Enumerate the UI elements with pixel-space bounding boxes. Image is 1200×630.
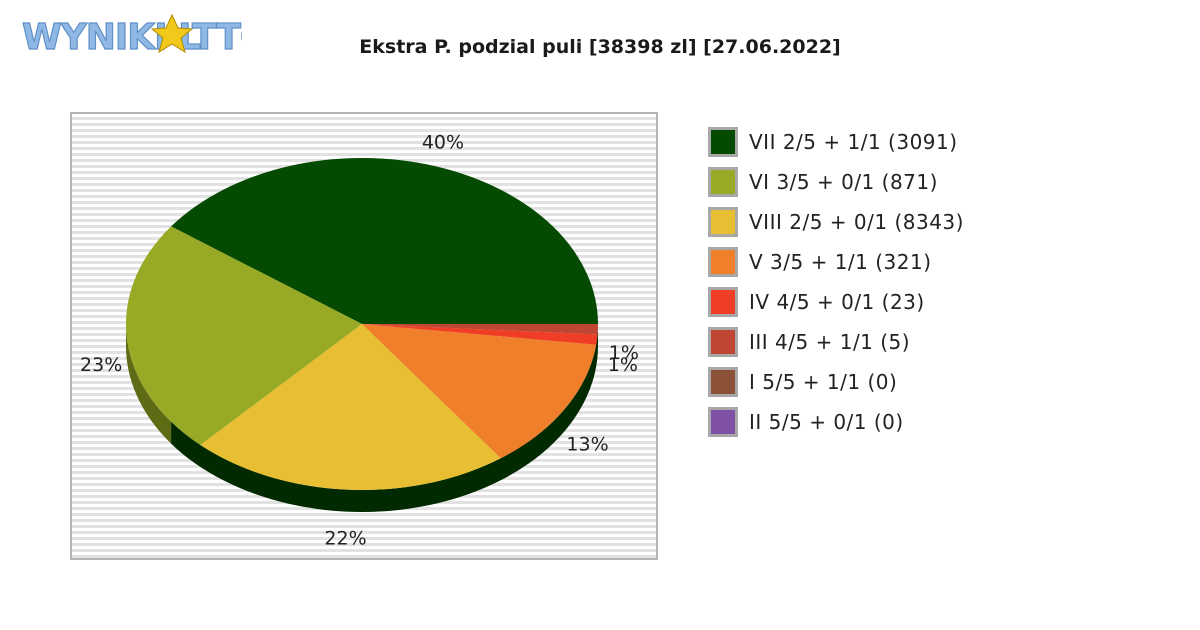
pie-slice — [125, 226, 362, 446]
legend-label: IV 4/5 + 0/1 (23) — [749, 290, 925, 314]
legend-swatch — [708, 127, 738, 157]
legend-label: V 3/5 + 1/1 (321) — [749, 250, 932, 274]
svg-text:TTO: TTO — [192, 17, 242, 58]
pie-percent-label: 23% — [80, 354, 122, 376]
pie-percent-label: 40% — [422, 131, 464, 153]
pie-depth — [126, 324, 598, 512]
pie-slices — [125, 157, 598, 490]
legend: VII 2/5 + 1/1 (3091) VI 3/5 + 0/1 (871) VI… — [708, 122, 964, 442]
legend-swatch — [708, 167, 738, 197]
legend-label: III 4/5 + 1/1 (5) — [749, 330, 911, 354]
pie-percent-label: 1% — [608, 354, 638, 376]
legend-label: I 5/5 + 1/1 (0) — [749, 370, 898, 394]
legend-item: III 4/5 + 1/1 (5) — [708, 322, 964, 362]
pie-percent-labels: 40% 23% 22% 13% 1%1% — [80, 131, 639, 549]
pie-percent-label: 1% — [609, 342, 639, 364]
legend-swatch — [708, 247, 738, 277]
star-icon — [150, 13, 194, 54]
legend-swatch — [708, 207, 738, 237]
legend-item: VII 2/5 + 1/1 (3091) — [708, 122, 964, 162]
wyniki-lotto-logo: WYNIKI L TTO — [22, 13, 242, 58]
legend-swatch — [708, 327, 738, 357]
legend-label: II 5/5 + 0/1 (0) — [749, 410, 904, 434]
pie-percent-label: 13% — [566, 434, 608, 456]
pie-slice-side — [126, 324, 172, 444]
legend-label: VIII 2/5 + 0/1 (8343) — [749, 210, 964, 234]
legend-item: I 5/5 + 1/1 (0) — [708, 362, 964, 402]
pie-slice — [200, 324, 501, 490]
pie-slice — [171, 157, 598, 324]
pie-slice-side — [171, 324, 598, 512]
pie-slice — [362, 324, 598, 345]
chart-title: Ekstra P. podzial puli [38398 zl] [27.06… — [359, 36, 841, 58]
legend-item: VIII 2/5 + 0/1 (8343) — [708, 202, 964, 242]
pie-percent-label: 22% — [324, 528, 366, 550]
legend-label: VII 2/5 + 1/1 (3091) — [749, 130, 958, 154]
legend-label: VI 3/5 + 0/1 (871) — [749, 170, 938, 194]
legend-item: IV 4/5 + 0/1 (23) — [708, 282, 964, 322]
legend-item: V 3/5 + 1/1 (321) — [708, 242, 964, 282]
legend-swatch — [708, 287, 738, 317]
legend-swatch — [708, 367, 738, 397]
legend-item: II 5/5 + 0/1 (0) — [708, 402, 964, 442]
legend-item: VI 3/5 + 0/1 (871) — [708, 162, 964, 202]
pie-slice — [362, 324, 598, 335]
legend-swatch — [708, 407, 738, 437]
pie-slice — [362, 324, 597, 459]
